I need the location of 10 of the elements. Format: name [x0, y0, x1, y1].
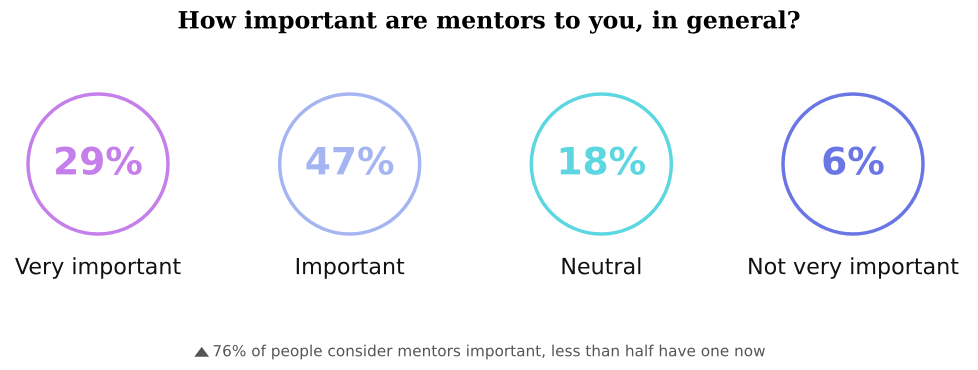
data-label: 29%: [56, 146, 142, 175]
data-label: 47%: [306, 146, 394, 175]
category-label: Not very important: [749, 257, 958, 279]
category-label: Very important: [15, 257, 181, 279]
category-label: Important: [296, 258, 404, 279]
category-label: Neutral: [562, 257, 640, 274]
data-label: 6%: [823, 146, 884, 175]
text: How important are mentors to you, in general?: [178, 10, 800, 34]
data-label: 18%: [560, 146, 646, 175]
text: 76% of people consider mentors important, less than half have one now: [214, 344, 765, 360]
